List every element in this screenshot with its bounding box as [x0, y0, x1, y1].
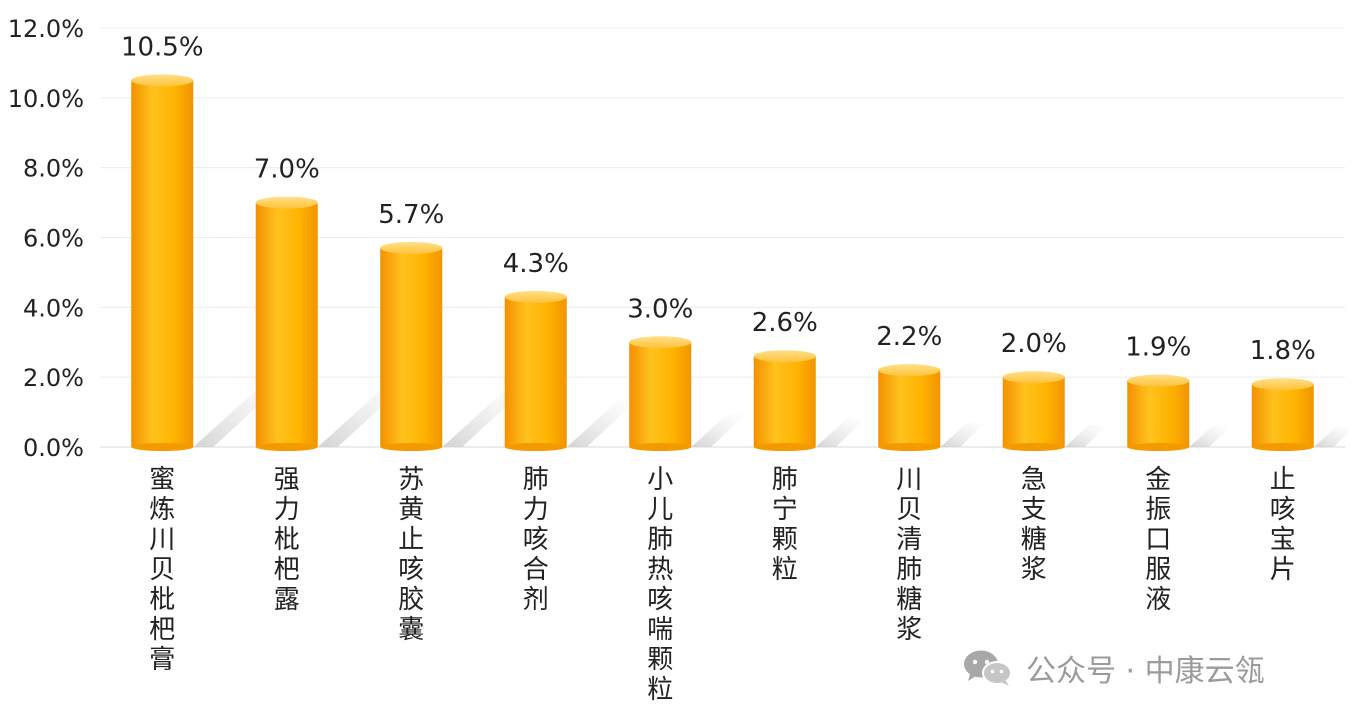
- y-tick-label: 8.0%: [23, 155, 84, 183]
- bar-shadow: [691, 414, 746, 447]
- bar: [629, 342, 692, 447]
- data-label: 5.7%: [378, 200, 444, 230]
- bar-base: [255, 443, 318, 451]
- bar: [131, 80, 194, 447]
- bar-base: [1251, 443, 1314, 451]
- data-label: 10.5%: [121, 32, 204, 62]
- watermark-text: 公众号 · 中康云瓴: [1026, 654, 1265, 689]
- bar-base: [131, 443, 194, 451]
- bar: [1251, 384, 1314, 447]
- y-tick-label: 12.0%: [8, 15, 84, 43]
- bar: [255, 202, 318, 447]
- bar: [1002, 377, 1065, 447]
- bar: [878, 370, 941, 447]
- x-tick-label: 苏黄止咳胶囊: [398, 465, 424, 645]
- x-tick-label: 肺宁颗粒: [772, 465, 798, 585]
- bar: [1127, 380, 1190, 447]
- x-tick-label: 止咳宝片: [1270, 465, 1296, 585]
- y-tick-label: 10.0%: [8, 85, 84, 113]
- bar-top: [504, 290, 567, 303]
- wechat-icon: [964, 650, 1012, 686]
- bar-base: [380, 443, 443, 451]
- bar-top: [380, 241, 443, 254]
- bar-top: [1251, 378, 1314, 391]
- bar-top: [878, 364, 941, 377]
- data-label: 2.6%: [752, 308, 818, 338]
- x-tick-label: 急支糖浆: [1021, 465, 1047, 585]
- x-tick-label: 蜜炼川贝枇杷膏: [149, 465, 175, 675]
- data-label: 4.3%: [503, 249, 569, 279]
- bar-top: [131, 74, 194, 87]
- data-label: 3.0%: [627, 294, 693, 324]
- y-tick-label: 6.0%: [23, 225, 84, 253]
- bar: [380, 247, 443, 447]
- data-label: 2.0%: [1001, 329, 1067, 359]
- bar-top: [629, 336, 692, 349]
- x-axis: 蜜炼川贝枇杷膏 强力枇杷露 苏黄止咳胶囊 肺力咳合剂 小儿肺热咳喘颗粒 肺宁颗粒 川贝清肺糖…: [149, 465, 1296, 705]
- bar-base: [629, 443, 692, 451]
- y-tick-label: 2.0%: [23, 364, 84, 392]
- bar: [504, 296, 567, 447]
- bar-top: [1127, 374, 1190, 387]
- bar-shadow: [1313, 427, 1354, 447]
- bar-base: [1127, 443, 1190, 451]
- bar-shadow: [1189, 426, 1231, 447]
- x-tick-label: 肺力咳合剂: [523, 465, 549, 615]
- bar-top: [255, 196, 318, 209]
- bar-base: [878, 443, 941, 451]
- data-label: 2.2%: [876, 322, 942, 352]
- bar-top: [753, 350, 816, 363]
- x-tick-label: 川贝清肺糖浆: [896, 465, 922, 645]
- bars: [131, 74, 1314, 451]
- data-labels: 10.5% 7.0% 5.7% 4.3% 3.0% 2.6% 2.2% 2.0% 1.9% 1.8…: [121, 32, 1316, 366]
- data-label: 1.8%: [1250, 336, 1316, 366]
- bar-shadow: [940, 422, 986, 447]
- y-tick-label: 0.0%: [23, 434, 84, 462]
- data-label: 7.0%: [254, 155, 320, 185]
- bar-shadow: [815, 418, 866, 447]
- x-tick-label: 小儿肺热咳喘颗粒: [647, 465, 673, 705]
- bar-base: [1002, 443, 1065, 451]
- data-label: 1.9%: [1125, 333, 1191, 363]
- bar-base: [753, 443, 816, 451]
- bar-top: [1002, 371, 1065, 384]
- x-tick-label: 强力枇杷露: [274, 465, 300, 615]
- y-axis: 0.0% 2.0% 4.0% 6.0% 8.0% 10.0% 12.0%: [8, 15, 84, 462]
- bar-shadow: [1064, 425, 1108, 447]
- x-tick-label: 金振口服液: [1145, 465, 1171, 615]
- bar: [753, 356, 816, 447]
- bar-base: [504, 443, 567, 451]
- y-tick-label: 4.0%: [23, 294, 84, 322]
- watermark: 公众号 · 中康云瓴: [962, 646, 1265, 690]
- bar-shadow: [566, 399, 638, 447]
